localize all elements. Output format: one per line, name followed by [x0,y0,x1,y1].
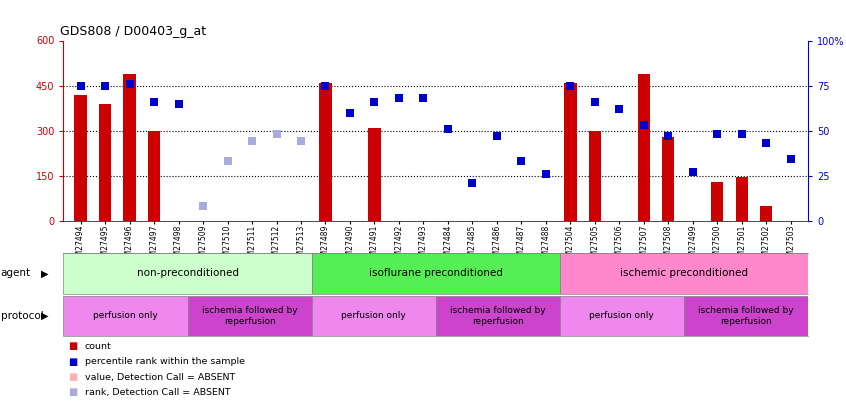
Text: ischemia followed by
reperfusion: ischemia followed by reperfusion [698,306,794,326]
Point [563,82,577,89]
Text: perfusion only: perfusion only [341,311,406,320]
Point [245,138,259,145]
Point [613,106,626,112]
Bar [188,296,311,336]
Bar [560,296,684,336]
Text: ischemic preconditioned: ischemic preconditioned [620,269,748,278]
Text: ischemia followed by
reperfusion: ischemia followed by reperfusion [450,306,546,326]
Point [98,82,112,89]
Point [588,98,602,105]
Point [760,140,773,147]
Bar [99,104,111,221]
Point [441,126,454,132]
Bar [589,130,601,221]
Bar [560,253,808,294]
Bar [736,177,748,221]
Text: count: count [85,342,112,351]
Text: rank, Detection Call = ABSENT: rank, Detection Call = ABSENT [85,388,230,397]
Text: ▶: ▶ [41,269,48,278]
Text: ■: ■ [68,357,77,367]
Bar [761,206,772,221]
Point [637,122,651,128]
Point [465,180,479,186]
Text: ■: ■ [68,372,77,382]
Point [74,82,87,89]
Point [417,95,431,101]
Point [123,81,136,87]
Bar [311,296,436,336]
Point [343,109,357,116]
Bar [564,83,576,221]
Point [294,138,308,145]
Text: ■: ■ [68,388,77,397]
Point [711,131,724,137]
Text: agent: agent [1,269,31,278]
Text: ▶: ▶ [41,311,48,321]
Text: perfusion only: perfusion only [93,311,158,320]
Bar [319,83,332,221]
Point [735,131,749,137]
Text: perfusion only: perfusion only [590,311,654,320]
Point [172,100,185,107]
Bar [436,296,560,336]
Text: GDS808 / D00403_g_at: GDS808 / D00403_g_at [60,25,206,38]
Text: percentile rank within the sample: percentile rank within the sample [85,357,244,366]
Point [490,133,503,139]
Bar [124,74,135,221]
Point [270,131,283,137]
Bar [638,74,650,221]
Bar [63,253,311,294]
Point [147,98,161,105]
Point [221,158,234,164]
Point [319,82,332,89]
Point [662,133,675,139]
Point [393,95,406,101]
Bar [368,128,381,221]
Point [514,158,528,164]
Bar [148,130,160,221]
Point [368,98,382,105]
Text: non-preconditioned: non-preconditioned [136,269,239,278]
Bar [311,253,560,294]
Bar [74,95,86,221]
Bar [63,296,188,336]
Bar [711,182,723,221]
Bar [662,136,674,221]
Point [784,156,798,163]
Point [686,169,700,175]
Point [196,203,210,209]
Text: ■: ■ [68,341,77,351]
Text: isoflurane preconditioned: isoflurane preconditioned [369,269,503,278]
Text: ischemia followed by
reperfusion: ischemia followed by reperfusion [201,306,298,326]
Text: protocol: protocol [1,311,44,321]
Text: value, Detection Call = ABSENT: value, Detection Call = ABSENT [85,373,235,382]
Point [539,171,552,177]
Bar [684,296,808,336]
